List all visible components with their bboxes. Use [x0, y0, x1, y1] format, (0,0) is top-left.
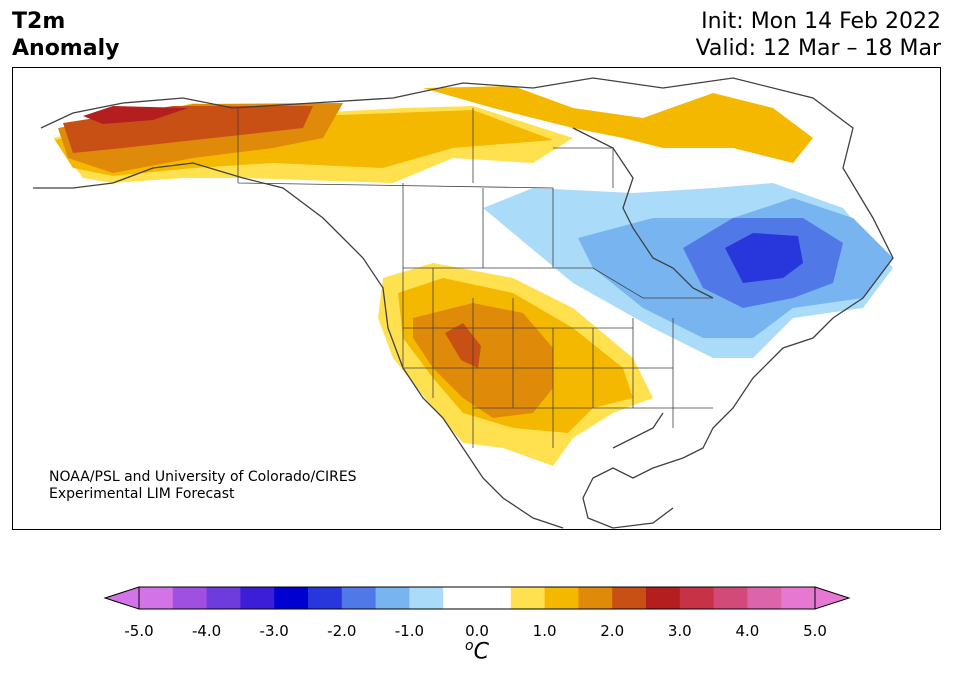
colorbar-segment [375, 587, 410, 609]
anomaly-east-darkblue [725, 233, 803, 283]
colorbar-tick-label: -4.0 [191, 622, 222, 640]
colorbar-tick-label: -5.0 [124, 622, 154, 640]
colorbar-segment [646, 587, 681, 609]
colorbar-unit-sup: o [465, 638, 474, 654]
state-borders [237, 108, 713, 448]
anomaly-arctic-yellow [423, 86, 813, 163]
colorbar-tick-label: 4.0 [735, 622, 760, 640]
colorbar-outline [138, 586, 816, 610]
colorbar-tick-label: 2.0 [600, 622, 625, 640]
colorbar-tick-label: 3.0 [667, 622, 692, 640]
init-date: Init: Mon 14 Feb 2022 [701, 9, 941, 34]
colorbar-under-arrow [103, 586, 140, 610]
colorbar-segment [544, 587, 579, 609]
colorbar-segment [477, 587, 512, 609]
colorbar-segment [206, 587, 241, 609]
colorbar-tick-label: 1.0 [532, 622, 557, 640]
valid-date: Valid: 12 Mar – 18 Mar [695, 36, 941, 61]
colorbar-tick-label: -1.0 [394, 622, 425, 640]
colorbar-unit-base: C [473, 639, 489, 665]
colorbar-segment [274, 587, 309, 609]
colorbar-segment [612, 587, 647, 609]
colorbar-segment [747, 587, 782, 609]
credit: NOAA/PSL and University of Colorado/CIRE… [49, 469, 357, 503]
colorbar-segment [172, 587, 208, 609]
title-variable: T2m [12, 9, 66, 34]
colorbar-tick-label: 0.0 [465, 622, 489, 640]
anomaly-west-rust [445, 323, 481, 368]
credit-line2: Experimental LIM Forecast [49, 486, 235, 502]
colorbar [103, 586, 851, 610]
colorbar-segment [510, 587, 546, 609]
credit-line1: NOAA/PSL and University of Colorado/CIRE… [49, 469, 357, 485]
colorbar-segment [443, 587, 478, 609]
colorbar-unit: oC [465, 638, 489, 664]
colorbar-segment [578, 587, 613, 609]
map-frame [12, 67, 941, 530]
colorbar-segment [679, 587, 715, 609]
colorbar-segment [308, 587, 343, 609]
title-right: Init: Mon 14 Feb 2022 Valid: 12 Mar – 18… [696, 8, 941, 62]
anomaly-alaska-red [83, 106, 188, 124]
colorbar-segment [713, 587, 748, 609]
title-left: T2m Anomaly [12, 8, 119, 62]
coastlines [33, 77, 894, 529]
colorbar-segment [409, 587, 444, 609]
colorbar-segment [240, 587, 275, 609]
colorbar-segment [139, 587, 174, 609]
colorbar-tick-label: -2.0 [327, 622, 357, 640]
colorbar-tick-label: -3.0 [259, 622, 289, 640]
anomaly-map [33, 77, 894, 529]
colorbar-tick-label: 5.0 [803, 622, 827, 640]
colorbar-over-arrow [814, 586, 851, 610]
colorbar-segment [781, 587, 816, 609]
colorbar-segment [341, 587, 377, 609]
title-field: Anomaly [12, 36, 120, 61]
